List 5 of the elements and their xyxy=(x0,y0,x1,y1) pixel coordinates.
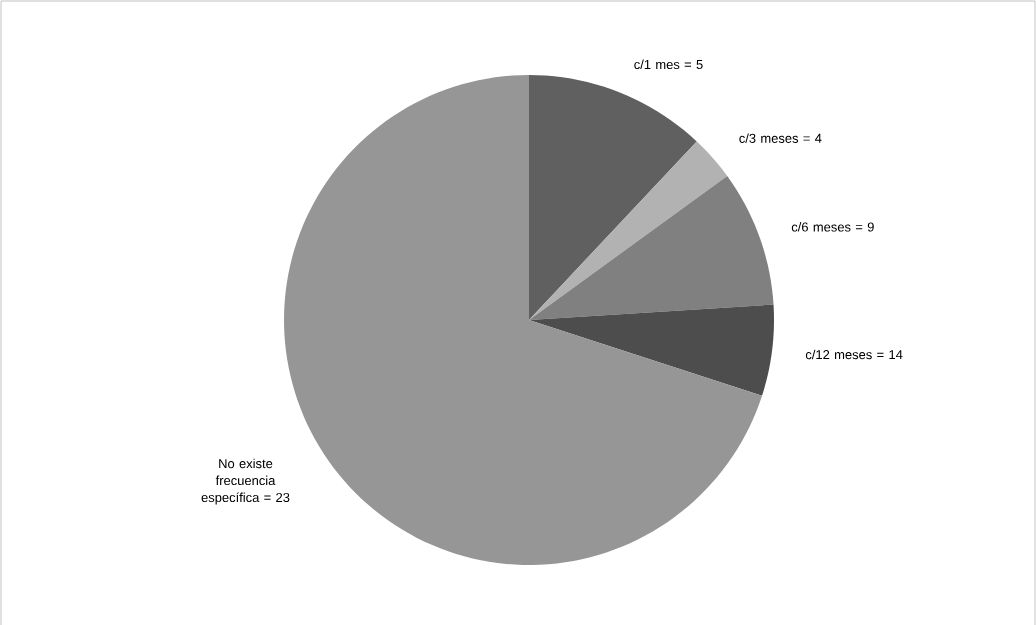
slice-label: c/3 meses = 4 xyxy=(739,133,822,143)
slice-label: No existe frecuencia específica = 23 xyxy=(201,458,290,505)
slice-label: c/6 meses = 9 xyxy=(791,222,874,232)
slice-label: c/12 meses = 14 xyxy=(805,349,903,360)
slice-label: c/1 mes = 5 xyxy=(634,59,703,70)
